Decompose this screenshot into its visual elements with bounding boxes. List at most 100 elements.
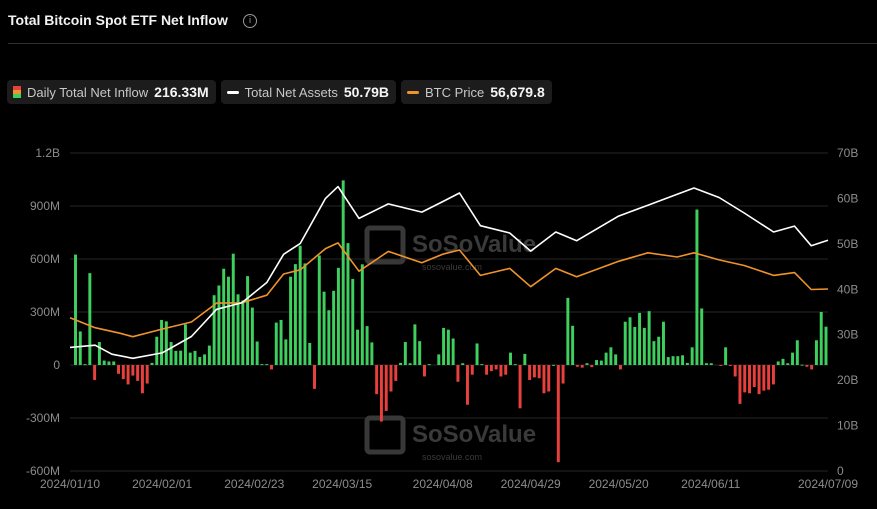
inflow-bar [212, 295, 216, 365]
legend-value: 50.79B [343, 84, 390, 100]
inflow-bar [599, 360, 603, 365]
inflow-bar [332, 290, 336, 365]
inflow-bar [174, 350, 178, 365]
y-left-tick-label: 900M [30, 199, 60, 213]
inflow-bar [241, 300, 245, 365]
inflow-bar [107, 361, 111, 365]
inflow-bar [728, 365, 732, 366]
inflow-bar [155, 336, 159, 365]
inflow-bar [88, 273, 92, 365]
legend-total-net-assets[interactable]: Total Net Assets 50.79B [220, 80, 397, 104]
watermark-text: SoSoValue [412, 421, 536, 448]
inflow-bar [762, 365, 766, 391]
inflow-bar [379, 365, 383, 422]
inflow-bar [738, 365, 742, 404]
inflow-bar [523, 353, 527, 365]
y-right-tick-label: 30B [837, 328, 858, 342]
inflow-bar [375, 365, 379, 395]
inflow-bar [623, 321, 627, 365]
inflow-bar [360, 264, 364, 365]
inflow-bar [198, 357, 202, 365]
inflow-bar [695, 209, 699, 365]
inflow-bar [179, 350, 183, 365]
inflow-bar [518, 365, 522, 409]
watermark-logo-icon [364, 225, 406, 265]
y-right-tick-label: 10B [837, 419, 858, 433]
y-left-tick-label: 300M [30, 305, 60, 319]
inflow-bar [537, 365, 541, 379]
total-net-assets-line [69, 185, 829, 360]
legend-daily-net-inflow[interactable]: Daily Total Net Inflow 216.33M [7, 80, 216, 104]
inflow-bar [618, 365, 622, 370]
inflow-bar [456, 365, 460, 382]
inflow-bar [671, 356, 675, 365]
info-icon[interactable]: i [243, 14, 257, 28]
inflow-bar [771, 365, 775, 385]
inflow-bar [633, 327, 637, 365]
inflow-bar [121, 365, 125, 380]
inflow-bar [341, 180, 345, 365]
inflow-bar [356, 329, 360, 365]
inflow-bar [446, 329, 450, 365]
inflow-bar [93, 365, 97, 381]
watermark-subtext: sosovalue.com [422, 262, 482, 272]
inflow-bar [150, 362, 154, 365]
inflow-bar [776, 361, 780, 365]
inflow-bar [781, 358, 785, 365]
inflow-bar [652, 341, 656, 365]
chart-plot: -600M -300M 0 300M 600M 900M 1.2B 0 10B 20B 30B 40B… [26, 146, 858, 491]
y-right-tick-label: 60B [837, 191, 858, 205]
legend-label: Total Net Assets [244, 84, 338, 100]
y-left-tick-label: 1.2B [35, 146, 60, 160]
inflow-bar [604, 352, 608, 365]
inflow-bar [136, 365, 140, 381]
inflow-bar [188, 352, 192, 365]
inflow-bar [413, 324, 417, 365]
y-left-tick-label: -300M [26, 411, 60, 425]
inflow-bar [250, 307, 254, 365]
watermark-text: SoSoValue [412, 231, 536, 258]
inflow-bar [193, 350, 197, 365]
x-tick-label: 2024/01/10 [40, 477, 100, 491]
inflow-bar [819, 312, 823, 365]
inflow-bar [657, 336, 661, 365]
inflow-bar [255, 341, 259, 365]
legend-btc-price[interactable]: BTC Price 56,679.8 [401, 80, 552, 104]
inflow-bar [757, 365, 761, 395]
inflow-bar [810, 365, 814, 370]
y-right-tick-label: 20B [837, 373, 858, 387]
inflow-bar [408, 363, 412, 365]
inflow-bar [222, 268, 226, 365]
inflow-bar [547, 365, 551, 392]
inflow-bar [308, 342, 312, 365]
inflow-bar [509, 352, 512, 365]
inflow-bar [666, 357, 670, 365]
chart-header: Total Bitcoin Spot ETF Net Inflow i [0, 0, 877, 44]
inflow-bar [303, 263, 307, 365]
inflow-bar [805, 365, 809, 367]
inflow-bar [661, 321, 665, 365]
inflow-bar [437, 354, 441, 365]
x-tick-label: 2024/07/09 [798, 477, 858, 491]
inflow-bar [642, 327, 646, 365]
legend-label: BTC Price [425, 84, 485, 100]
inflow-bar [293, 264, 297, 365]
inflow-bar [580, 365, 584, 368]
x-tick-label: 2024/04/08 [413, 477, 473, 491]
inflow-bar [97, 342, 101, 365]
x-tick-label: 2024/02/01 [132, 477, 192, 491]
inflow-bar [513, 364, 517, 366]
inflow-bar [561, 365, 565, 384]
inflow-bar [470, 365, 474, 375]
inflow-bar [203, 354, 207, 365]
inflow-bar [279, 319, 283, 365]
inflow-bar [389, 365, 393, 392]
inflow-bar [499, 365, 503, 377]
inflow-bar [365, 326, 369, 365]
y-right-tick-label: 70B [837, 146, 858, 160]
inflow-bar [552, 364, 555, 366]
inflow-bar [752, 365, 756, 388]
watermark-subtext: sosovalue.com [422, 452, 482, 462]
y-left-tick-label: 0 [53, 358, 60, 372]
y-right-tick-label: 50B [837, 237, 858, 251]
